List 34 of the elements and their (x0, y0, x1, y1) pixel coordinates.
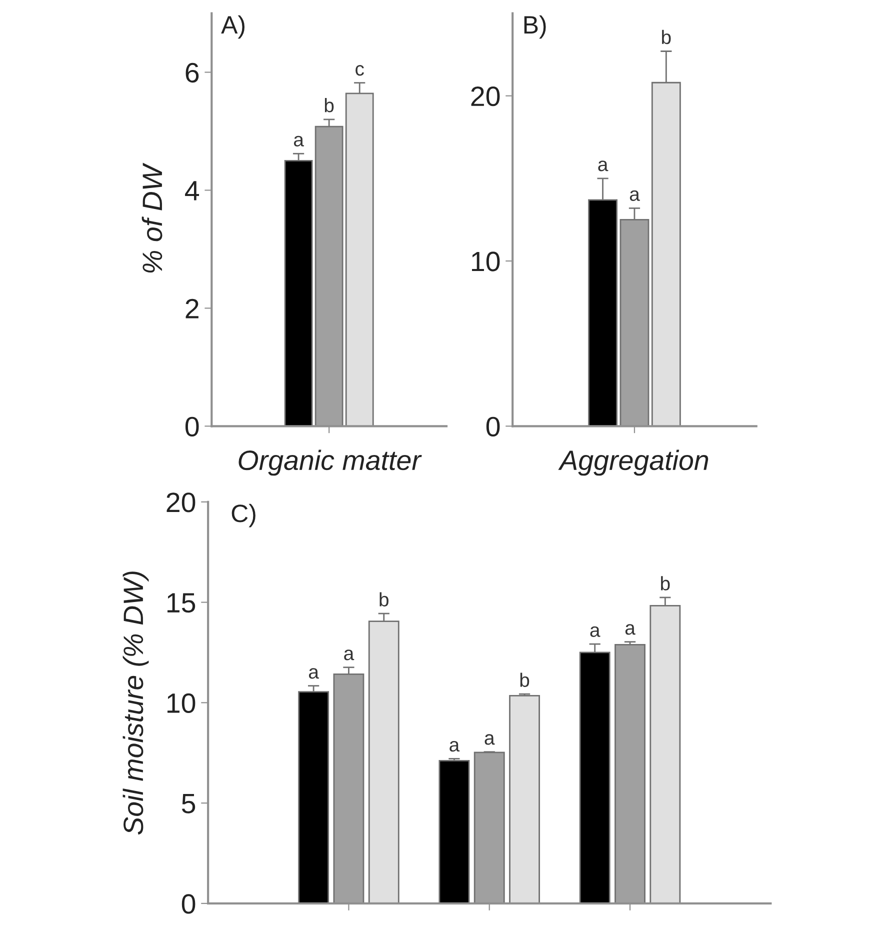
chart-title: B) (524, 15, 546, 39)
data-label: c (356, 65, 364, 76)
y-tick-label: 10 (472, 252, 500, 272)
data-label: a (450, 740, 460, 752)
y-tick-label: 5 (182, 794, 196, 814)
data-label: b (661, 576, 670, 590)
y-axis-title: % of DW (142, 162, 162, 273)
data-label: a (598, 160, 608, 172)
data-label: a (294, 136, 304, 146)
y-tick-label: 20 (166, 492, 196, 512)
y-tick-label: 15 (167, 593, 196, 613)
data-label: a (344, 650, 354, 660)
y-tick-label: 0 (486, 416, 500, 436)
data-label: b (520, 672, 530, 687)
data-label: a (625, 624, 636, 635)
y-tick-label: 2 (186, 298, 198, 318)
y-tick-label: 0 (185, 416, 199, 436)
chart-title: C) (232, 504, 256, 528)
chart-title: A) (221, 15, 244, 39)
x-tick-label: Organic matter (238, 450, 422, 476)
y-tick-label: 0 (182, 894, 196, 914)
data-label: a (590, 626, 600, 637)
y-tick-label: 20 (471, 86, 500, 106)
data-label: b (662, 30, 671, 44)
data-label: b (324, 98, 334, 112)
x-tick-label: Aggregation (558, 450, 708, 476)
y-tick-label: 4 (185, 181, 200, 200)
data-label: a (308, 668, 319, 679)
y-tick-label: 10 (167, 693, 196, 714)
data-label: b (380, 592, 388, 606)
data-label: a (484, 734, 495, 745)
y-tick-label: 6 (186, 62, 199, 83)
y-axis-title: Soil moisture (% DW) (122, 572, 149, 835)
data-label: a (630, 190, 640, 201)
